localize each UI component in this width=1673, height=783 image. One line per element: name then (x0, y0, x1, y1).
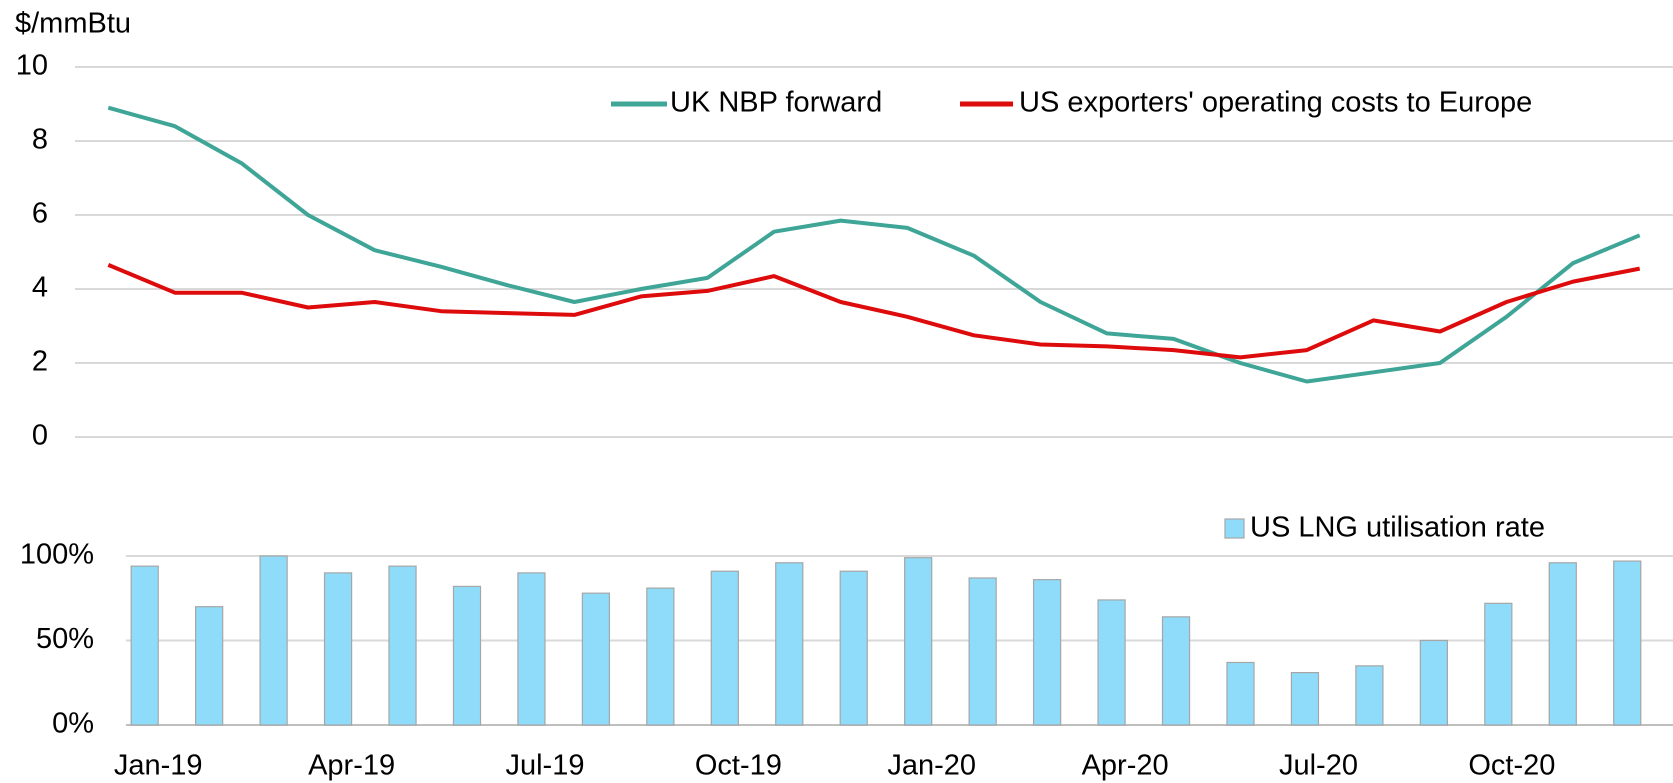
bar (195, 606, 224, 726)
bar (1032, 579, 1062, 726)
y-tick-label: 2 (32, 346, 48, 378)
bar (323, 572, 353, 726)
y-tick-label: 0 (32, 420, 48, 452)
bar (517, 572, 546, 726)
y-tick-label: 8 (32, 124, 48, 156)
bar (775, 562, 804, 726)
legend-label: US LNG utilisation rate (1250, 512, 1545, 544)
bar (452, 585, 482, 726)
x-tick-label: Jul-20 (1279, 750, 1358, 782)
bar (130, 565, 159, 726)
bar (1613, 560, 1642, 726)
x-tick-label: Jan-20 (887, 750, 976, 782)
y-tick-label: 6 (32, 198, 48, 230)
x-tick-label: Jul-19 (505, 750, 584, 782)
y-tick-label: 4 (32, 272, 48, 304)
x-tick-label: Oct-20 (1468, 750, 1555, 782)
bar (1290, 672, 1320, 726)
bar (581, 592, 611, 726)
bar (1419, 639, 1448, 726)
x-tick-label: Apr-19 (308, 750, 395, 782)
bar (904, 557, 933, 726)
bar (1548, 562, 1577, 726)
legend-label: UK NBP forward (670, 87, 882, 119)
bar (839, 570, 868, 726)
y-tick-label: 50% (36, 623, 94, 655)
line-series (107, 105, 1641, 384)
y-tick-label: 0% (52, 708, 94, 740)
y-tick-label: 10 (16, 50, 48, 82)
y-tick-label: 100% (20, 539, 94, 571)
bar (1484, 602, 1513, 726)
y-axis-label: $/mmBtu (15, 8, 131, 40)
bar (1355, 665, 1384, 726)
bar (1226, 661, 1255, 726)
line-series (107, 263, 1641, 360)
legend-swatch (1224, 518, 1245, 539)
x-tick-label: Oct-19 (695, 750, 782, 782)
bar (388, 565, 417, 726)
bar (968, 577, 997, 726)
x-tick-label: Jan-19 (114, 750, 203, 782)
bar (259, 555, 288, 726)
bar (1161, 616, 1191, 726)
bar (1097, 599, 1126, 726)
x-tick-label: Apr-20 (1082, 750, 1169, 782)
legend-label: US exporters' operating costs to Europe (1019, 87, 1532, 119)
bar (646, 587, 675, 726)
bar (710, 570, 739, 726)
